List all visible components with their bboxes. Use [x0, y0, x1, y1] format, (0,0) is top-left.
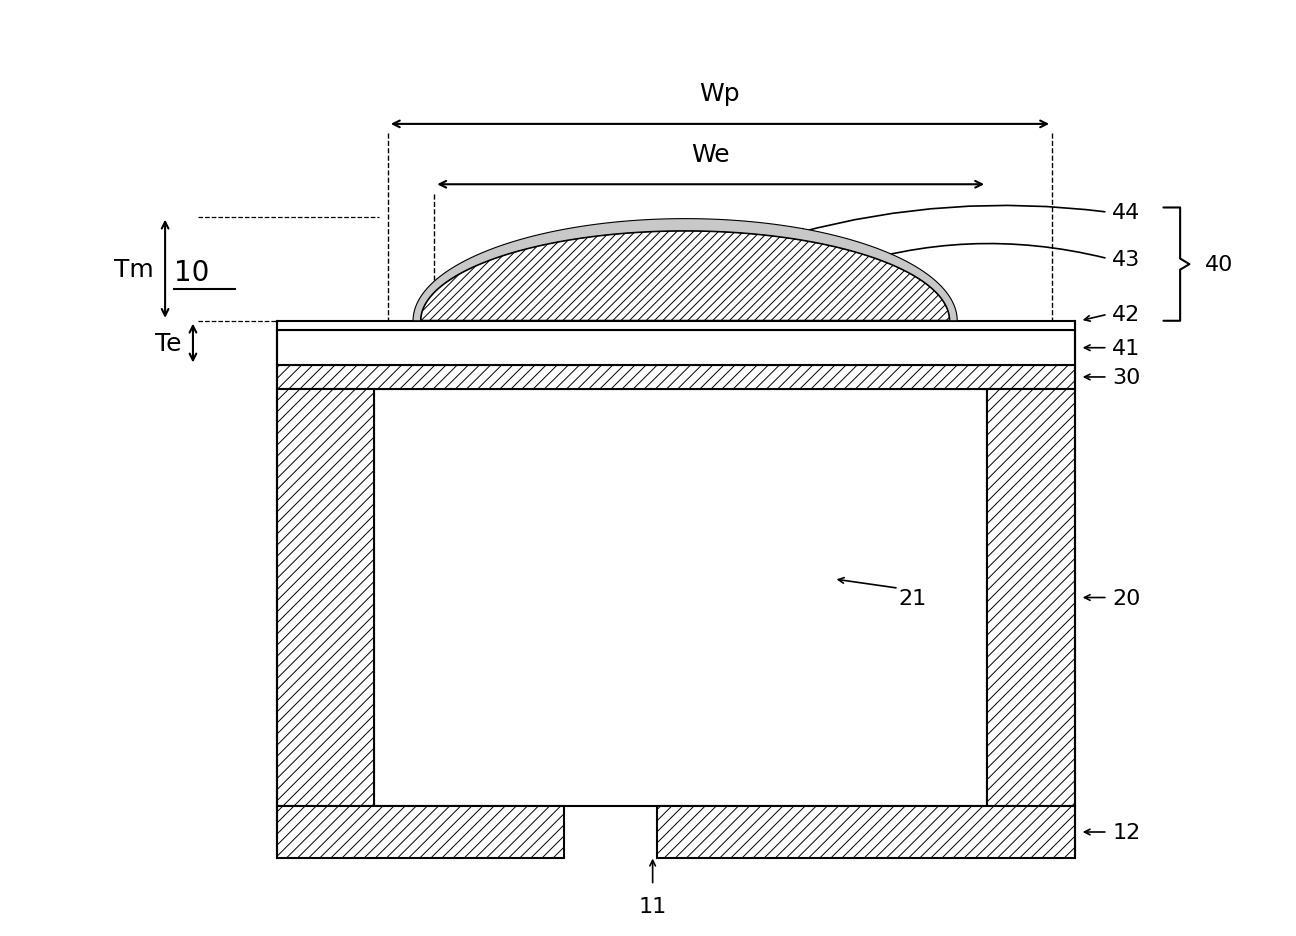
Bar [988, 389, 1076, 807]
Bar [375, 389, 988, 807]
Text: Tm: Tm [114, 257, 154, 282]
Polygon shape [413, 219, 958, 321]
Text: 44: 44 [1112, 203, 1140, 223]
Text: Te: Te [156, 331, 181, 356]
Text: 41: 41 [1112, 338, 1140, 358]
Text: 11: 11 [639, 896, 666, 915]
Text: 30: 30 [1112, 368, 1140, 388]
Bar [276, 389, 375, 807]
Bar [276, 366, 1076, 389]
Text: 12: 12 [1112, 822, 1140, 842]
Text: 40: 40 [1205, 255, 1234, 275]
Polygon shape [420, 231, 950, 321]
Text: 42: 42 [1112, 305, 1140, 325]
Text: 10: 10 [175, 259, 210, 287]
Text: 43: 43 [1112, 249, 1140, 270]
Bar [276, 321, 1076, 330]
Text: 21: 21 [898, 588, 927, 607]
Text: We: We [691, 142, 730, 167]
Text: 20: 20 [1112, 588, 1140, 607]
Bar [657, 807, 1076, 857]
Bar [276, 330, 1076, 366]
Bar [276, 807, 565, 857]
Text: Wp: Wp [700, 82, 740, 106]
